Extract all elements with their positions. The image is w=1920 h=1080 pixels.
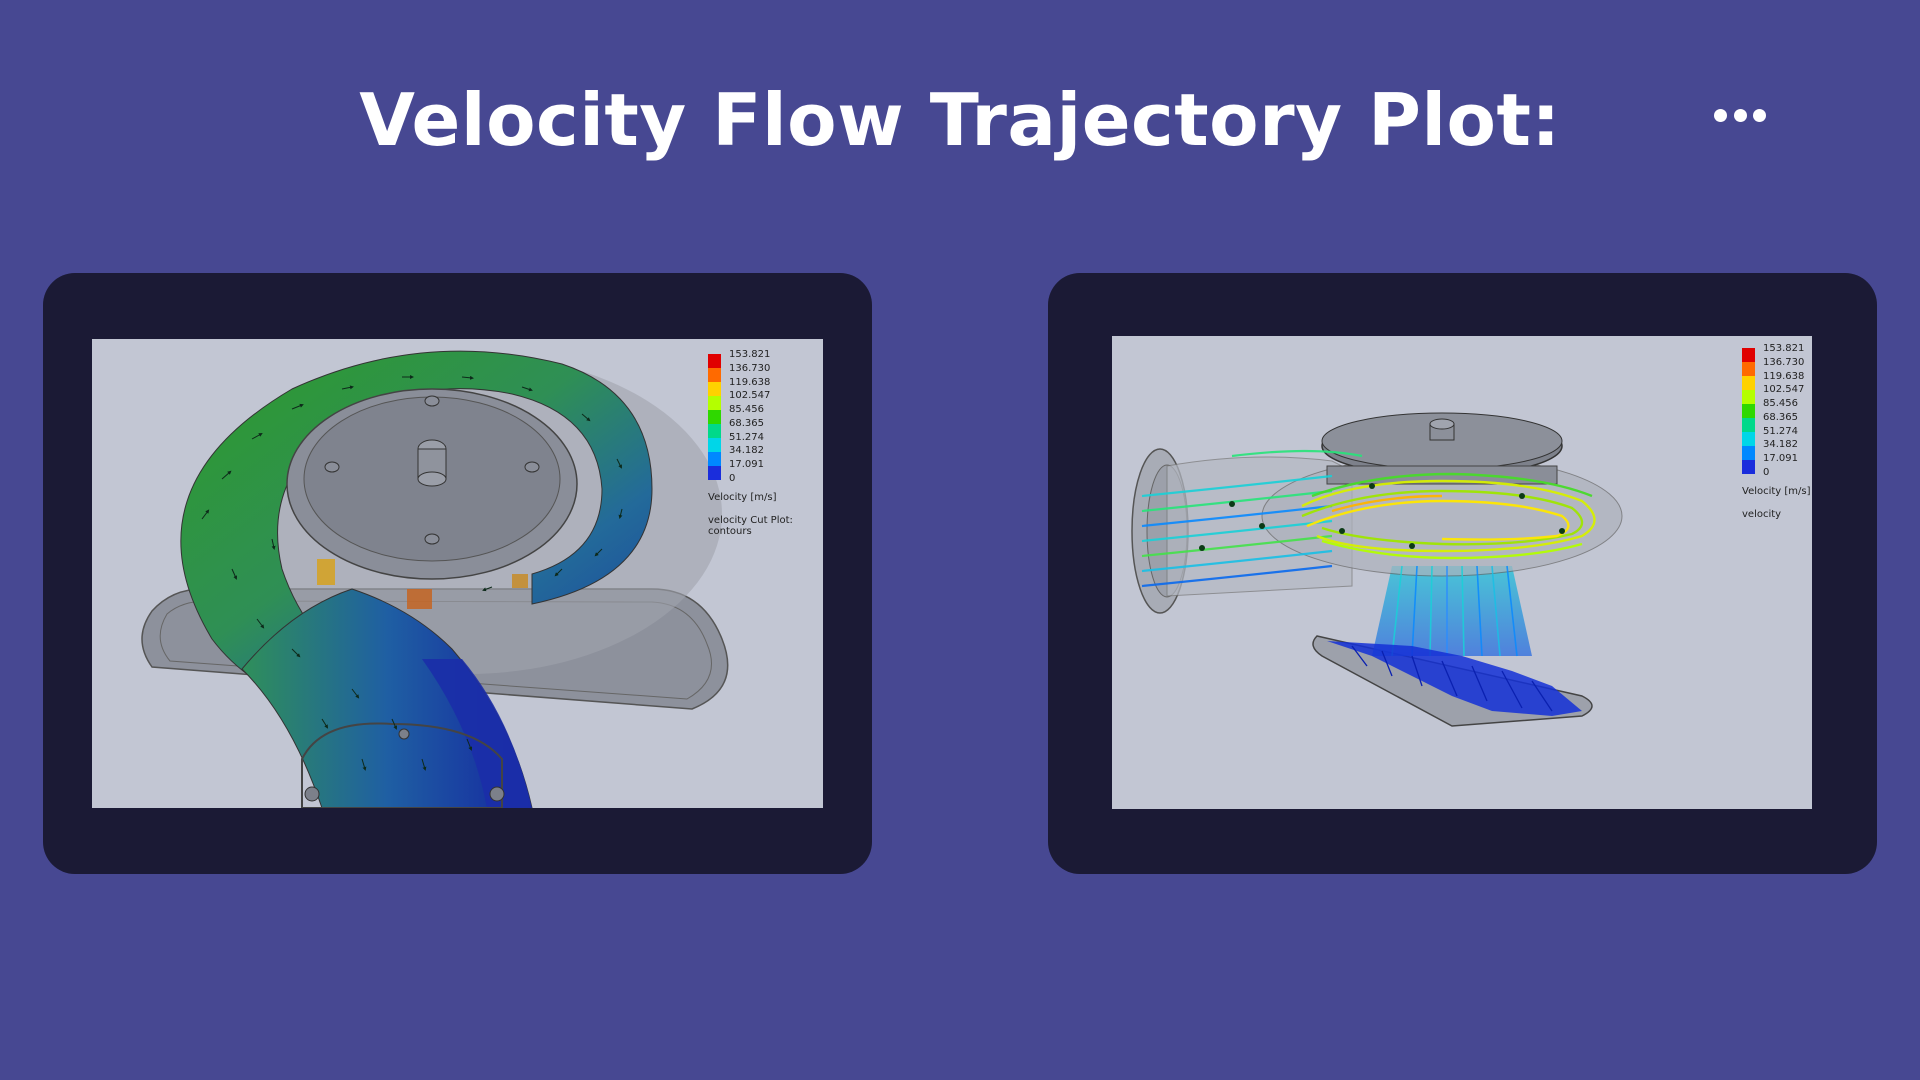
legend-swatch bbox=[708, 368, 721, 382]
legend-swatch bbox=[708, 382, 721, 396]
legend-swatch bbox=[1742, 446, 1755, 460]
legend-swatch bbox=[1742, 376, 1755, 390]
legend-swatch bbox=[1742, 460, 1755, 474]
legend-tick-label: 51.274 bbox=[729, 431, 764, 443]
more-dot bbox=[1714, 108, 1727, 122]
legend-swatch bbox=[1742, 390, 1755, 404]
trajectory-plot-viewport: 153.821 136.730 119.638 102.547 85.456 68.365… bbox=[1112, 336, 1812, 809]
legend-tick-label: 17.091 bbox=[729, 459, 764, 471]
legend-swatch bbox=[708, 438, 721, 452]
more-dot bbox=[1733, 108, 1747, 122]
cut-plot-viewport: 153.821 136.730 119.638 102.547 85.456 68.365… bbox=[92, 339, 823, 808]
legend-swatch bbox=[708, 354, 721, 368]
right-image-frame: 153.821 136.730 119.638 102.547 85.456 68.365… bbox=[1048, 273, 1877, 874]
legend-swatch bbox=[708, 452, 721, 466]
legend-swatch bbox=[1742, 432, 1755, 446]
velocity-legend: 153.821 136.730 119.638 102.547 85.456 68.365… bbox=[1742, 344, 1811, 520]
legend-tick-label: 34.182 bbox=[1763, 439, 1798, 451]
page-title: Velocity Flow Trajectory Plot: bbox=[359, 78, 1561, 162]
legend-color-bar bbox=[1742, 348, 1755, 474]
legend-tick-label: 0 bbox=[1763, 466, 1770, 478]
legend-caption: Velocity [m/s] bbox=[708, 492, 777, 503]
more-dot bbox=[1753, 108, 1766, 122]
legend-tick-label: 34.182 bbox=[729, 445, 764, 457]
legend-swatch bbox=[1742, 348, 1755, 362]
legend-tick-label: 68.365 bbox=[1763, 411, 1798, 423]
cut-plot-render bbox=[141, 350, 729, 808]
legend-swatch bbox=[708, 466, 721, 480]
legend-tick-label: 102.547 bbox=[1763, 384, 1805, 396]
legend-tick-label: 153.821 bbox=[729, 349, 771, 360]
plot-name: velocity Cut Plot: contours bbox=[708, 515, 793, 537]
trajectory-plot-render bbox=[1131, 412, 1623, 727]
legend-tick-label: 0 bbox=[729, 472, 736, 484]
more-options-icon[interactable] bbox=[1712, 100, 1768, 130]
legend-tick-label: 85.456 bbox=[729, 404, 764, 416]
legend-ticks: 153.821 136.730 119.638 102.547 85.456 68.365… bbox=[729, 350, 770, 484]
legend-tick-label: 102.547 bbox=[729, 390, 771, 402]
legend-swatch bbox=[1742, 404, 1755, 418]
legend-tick-label: 153.821 bbox=[1763, 343, 1805, 354]
legend-swatch bbox=[708, 424, 721, 438]
legend-tick-label: 68.365 bbox=[729, 417, 764, 429]
legend-swatch bbox=[1742, 362, 1755, 376]
legend-tick-label: 119.638 bbox=[1763, 370, 1805, 382]
left-image-frame: 153.821 136.730 119.638 102.547 85.456 68.365… bbox=[43, 273, 872, 874]
legend-ticks: 153.821 136.730 119.638 102.547 85.456 68.365… bbox=[1763, 344, 1804, 478]
legend-swatch bbox=[1742, 418, 1755, 432]
legend-tick-label: 51.274 bbox=[1763, 425, 1798, 437]
legend-tick-label: 136.730 bbox=[1763, 356, 1805, 368]
legend-tick-label: 17.091 bbox=[1763, 453, 1798, 465]
legend-tick-label: 85.456 bbox=[1763, 398, 1798, 410]
plot-name: velocity bbox=[1742, 509, 1782, 520]
legend-caption: Velocity [m/s] bbox=[1742, 486, 1811, 497]
legend-color-bar bbox=[708, 354, 721, 480]
legend-tick-label: 119.638 bbox=[729, 376, 771, 388]
legend-swatch bbox=[708, 396, 721, 410]
legend-swatch bbox=[708, 410, 721, 424]
legend-tick-label: 136.730 bbox=[729, 362, 771, 374]
velocity-legend: 153.821 136.730 119.638 102.547 85.456 68.365… bbox=[708, 350, 823, 537]
